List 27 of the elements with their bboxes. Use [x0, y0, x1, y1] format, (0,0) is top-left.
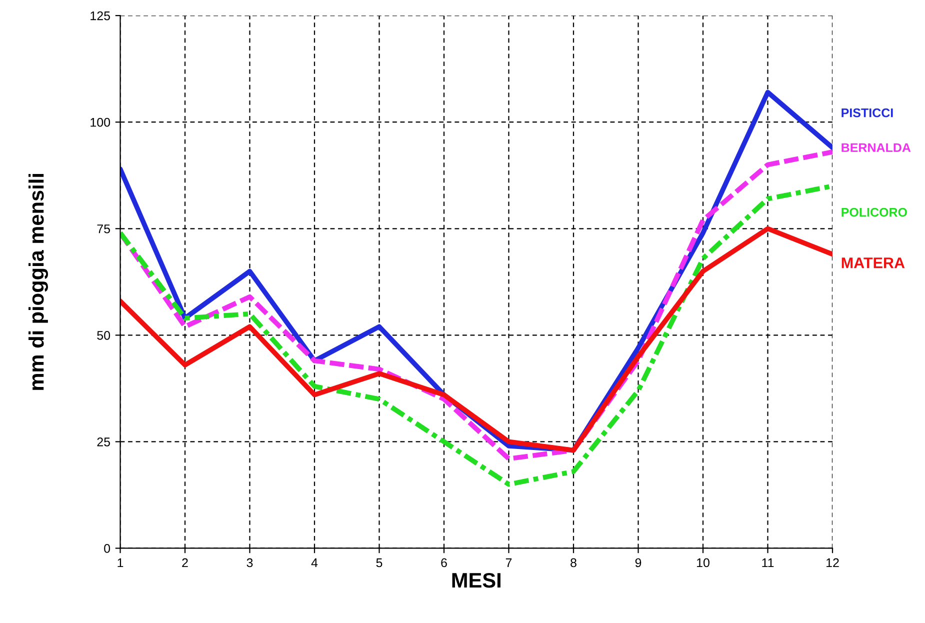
x-tick-label: 8	[570, 558, 576, 568]
x-tick-label: 5	[376, 558, 382, 568]
text: PISTICCI	[842, 108, 893, 118]
y-tick-label: 75	[97, 224, 110, 234]
x-tick-label: 6	[441, 558, 447, 568]
series-label: MATERA	[842, 258, 905, 268]
y-tick-label: 25	[97, 438, 110, 446]
x-tick-label: 9	[635, 558, 642, 568]
x-tick-label: 10	[697, 558, 710, 568]
x-tick-label: 1	[118, 558, 124, 568]
x-tick-label: 2	[182, 558, 188, 568]
series-label: BERNALDA	[842, 143, 911, 152]
x-tick-label: 3	[246, 558, 253, 568]
line-series	[120, 226, 832, 453]
x-axis-title: MESI	[452, 572, 500, 588]
y-tick-label: 100	[90, 118, 110, 127]
y-tick-label: 50	[97, 330, 110, 340]
line-series	[120, 184, 832, 487]
x-tick-label: 11	[762, 558, 774, 568]
series-label: POLICORO	[842, 208, 907, 217]
y-tick-label: 0	[104, 544, 110, 553]
x-tick-label: 12	[826, 558, 839, 568]
y-axis-title: mm di pioggia mensili	[28, 174, 48, 390]
x-tick-label: 4	[311, 558, 318, 568]
line-series	[120, 150, 832, 462]
x-tick-label: 7	[506, 558, 512, 568]
y-tick-label: 125	[90, 11, 110, 20]
